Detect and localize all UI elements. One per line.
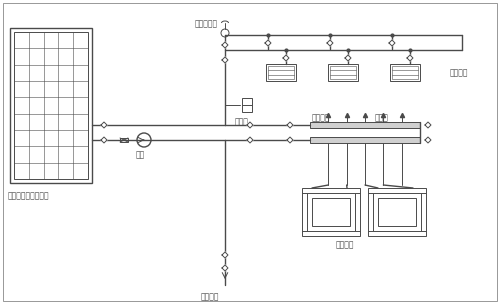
- Polygon shape: [222, 252, 228, 258]
- Polygon shape: [287, 137, 293, 143]
- Bar: [14, 32, 88, 179]
- Bar: [120, 138, 128, 142]
- Polygon shape: [222, 42, 228, 48]
- Bar: [302, 188, 360, 236]
- Text: 膨胀罐: 膨胀罐: [235, 117, 249, 126]
- Polygon shape: [101, 122, 107, 128]
- Polygon shape: [407, 55, 413, 61]
- Polygon shape: [425, 137, 431, 143]
- Polygon shape: [425, 122, 431, 128]
- Bar: [390, 64, 420, 81]
- Polygon shape: [247, 137, 253, 143]
- Text: 密能空气源热泵主机: 密能空气源热泵主机: [8, 191, 50, 200]
- Bar: [330, 66, 356, 79]
- Polygon shape: [283, 55, 289, 61]
- Text: 水泵: 水泵: [136, 150, 145, 159]
- Bar: [378, 198, 416, 226]
- Bar: [368, 188, 426, 236]
- Text: 集分水器: 集分水器: [312, 113, 330, 122]
- Bar: [266, 64, 296, 81]
- Polygon shape: [247, 122, 253, 128]
- Bar: [242, 98, 252, 112]
- Text: 自动排气阀: 自动排气阀: [195, 19, 218, 28]
- Bar: [310, 137, 420, 143]
- Circle shape: [137, 133, 151, 147]
- Bar: [307, 193, 355, 231]
- Polygon shape: [222, 57, 228, 63]
- Bar: [373, 193, 421, 231]
- Polygon shape: [101, 137, 107, 143]
- Polygon shape: [222, 265, 228, 271]
- Bar: [268, 66, 294, 79]
- Text: 地暖盘管: 地暖盘管: [336, 240, 354, 249]
- Polygon shape: [327, 40, 333, 46]
- Circle shape: [221, 29, 229, 37]
- Bar: [312, 198, 350, 226]
- Polygon shape: [389, 40, 395, 46]
- Bar: [328, 64, 358, 81]
- Polygon shape: [345, 55, 351, 61]
- Text: 风机盘管: 风机盘管: [450, 68, 468, 77]
- Polygon shape: [287, 122, 293, 128]
- Text: 市政补水: 市政补水: [201, 292, 219, 301]
- Text: 安调管: 安调管: [375, 113, 389, 122]
- Bar: [10, 28, 92, 183]
- Bar: [310, 122, 420, 128]
- Polygon shape: [265, 40, 271, 46]
- Bar: [392, 66, 418, 79]
